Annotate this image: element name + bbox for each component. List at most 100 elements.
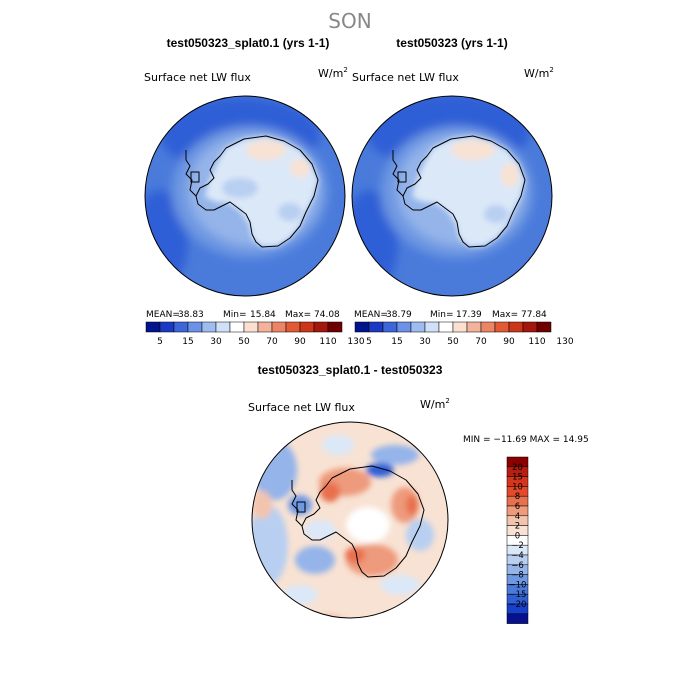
mean-value: 38.83: [178, 310, 204, 320]
panel-difference: test050323_splat0.1 - test050323 Surface…: [248, 363, 589, 624]
colorbar-tick-label: −2: [511, 541, 524, 551]
max-value: 74.08: [314, 310, 340, 320]
colorbar-swatch: [354, 321, 370, 333]
panel-control: test050323 (yrs 1-1) Surface net LW flux…: [351, 36, 574, 347]
colorbar-swatch: [159, 321, 175, 333]
mean-label: MEAN=: [354, 310, 388, 320]
colorbar-tick-label: 30: [419, 337, 431, 347]
units-label: W/m2: [318, 66, 348, 80]
max-label: Max=: [285, 310, 311, 320]
coastline: [402, 135, 526, 248]
colorbar-swatch: [215, 321, 231, 333]
minmax-text: MIN = −11.69 MAX = 14.95: [463, 435, 589, 445]
colorbar-swatch: [522, 321, 538, 333]
colorbar-swatch: [243, 321, 259, 333]
colorbar-swatch: [327, 321, 343, 333]
colorbar-tick-label: 50: [238, 337, 250, 347]
colorbar-tick-label: 50: [447, 337, 459, 347]
max-label: Max=: [492, 310, 518, 320]
colorbar-swatch: [480, 321, 496, 333]
polar-map: [145, 96, 345, 296]
season-title: SON: [328, 9, 371, 33]
panel-title: test050323_splat0.1 (yrs 1-1): [167, 36, 330, 50]
colorbar: 5 15 30 50 70 90 110 130: [145, 321, 365, 347]
colorbar-swatch: [313, 321, 329, 333]
colorbar-tick-label: 15: [512, 473, 523, 483]
coastline: [301, 465, 425, 578]
colorbar-tick-label: 130: [556, 337, 573, 347]
colorbar-swatch: [229, 321, 245, 333]
stats-line: MEAN= 38.83 Min= 15.84 Max= 74.08: [146, 310, 340, 320]
continent-field: [412, 136, 525, 247]
colorbar-swatch: [506, 613, 529, 624]
min-label: Min=: [430, 310, 454, 320]
colorbar-tick-label: 4: [515, 512, 520, 522]
colorbar-tick-label: −10: [509, 580, 527, 590]
field-label: Surface net LW flux: [248, 401, 355, 414]
colorbar-tick-label: 110: [528, 337, 545, 347]
colorbar-swatch: [536, 321, 552, 333]
field-label: Surface net LW flux: [144, 71, 251, 84]
min-value: 17.39: [456, 310, 482, 320]
continent-field: [205, 136, 318, 247]
colorbar-tick-label: 70: [266, 337, 278, 347]
panel-title: test050323 (yrs 1-1): [396, 36, 507, 50]
colorbar-swatch: [145, 321, 161, 333]
mean-value: 38.79: [386, 310, 412, 320]
colorbar-tick-label: −8: [511, 571, 524, 581]
colorbar-swatch: [424, 321, 440, 333]
colorbar-tick-label: −4: [511, 551, 524, 561]
colorbar-tick-label: 5: [366, 337, 372, 347]
colorbar-swatch: [466, 321, 482, 333]
colorbar-tick-label: 110: [319, 337, 336, 347]
max-value: 77.84: [521, 310, 547, 320]
colorbar-swatch: [382, 321, 398, 333]
colorbar-tick-label: 10: [512, 482, 523, 492]
colorbar-swatch: [173, 321, 189, 333]
colorbar-swatch: [368, 321, 384, 333]
colorbar-tick-label: −6: [511, 561, 524, 571]
colorbar-tick-label: 6: [515, 502, 520, 512]
colorbar-tick-label: 90: [294, 337, 306, 347]
colorbar-tick-label: 30: [210, 337, 222, 347]
colorbar-swatch: [201, 321, 217, 333]
colorbar-tick-label: −15: [509, 590, 527, 600]
colorbar-tick-label: 2: [515, 522, 520, 532]
colorbar-tick-label: 15: [391, 337, 402, 347]
units-label: W/m2: [420, 397, 450, 411]
colorbar-swatch: [410, 321, 426, 333]
colorbar-tick-label: 8: [515, 492, 520, 502]
coastline: [195, 135, 319, 248]
colorbar-tick-label: 0: [515, 531, 520, 541]
colorbar-tick-label: 15: [182, 337, 193, 347]
colorbar: 5 15 30 50 70 90 110 130: [354, 321, 574, 347]
stats-line: MEAN= 38.79 Min= 17.39 Max= 77.84: [354, 310, 547, 320]
polar-map: [352, 96, 552, 296]
colorbar-tick-label: 70: [475, 337, 487, 347]
mean-label: MEAN=: [146, 310, 180, 320]
colorbar-tick-label: 90: [503, 337, 515, 347]
map-border: [251, 421, 449, 619]
colorbar-tick-label: 5: [157, 337, 163, 347]
colorbar-swatch: [396, 321, 412, 333]
min-value: 15.84: [250, 310, 276, 320]
colorbar-tick-label: 130: [347, 337, 364, 347]
units-label: W/m2: [524, 66, 554, 80]
colorbar-swatch: [187, 321, 203, 333]
colorbar-swatch: [299, 321, 315, 333]
colorbar-swatch: [271, 321, 287, 333]
colorbar-swatch: [257, 321, 273, 333]
colorbar-swatch: [285, 321, 301, 333]
polar-map: [252, 422, 448, 618]
colorbar-tick-label: −20: [509, 600, 527, 610]
panel-model: test050323_splat0.1 (yrs 1-1) Surface ne…: [144, 36, 365, 347]
colorbar-swatch: [452, 321, 468, 333]
map-border: [351, 95, 553, 297]
min-label: Min=: [223, 310, 247, 320]
map-border: [144, 95, 346, 297]
colorbar-swatch: [508, 321, 524, 333]
panel-title: test050323_splat0.1 - test050323: [258, 363, 443, 377]
field-label: Surface net LW flux: [352, 71, 459, 84]
